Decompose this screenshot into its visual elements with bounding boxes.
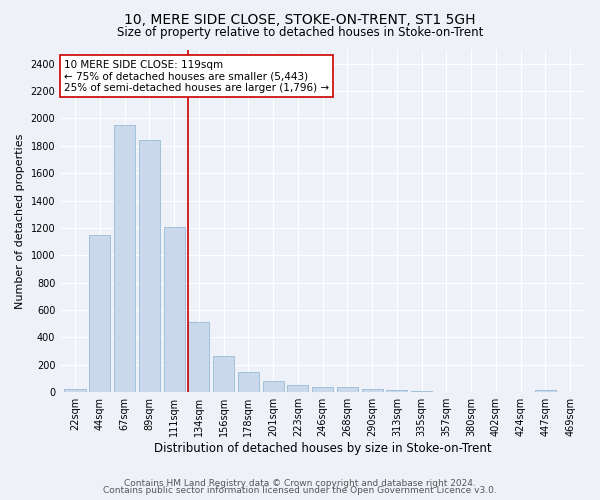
Y-axis label: Number of detached properties: Number of detached properties [15, 134, 25, 309]
Text: Size of property relative to detached houses in Stoke-on-Trent: Size of property relative to detached ho… [117, 26, 483, 39]
Bar [337, 388, 358, 392]
Bar [386, 390, 407, 392]
X-axis label: Distribution of detached houses by size in Stoke-on-Trent: Distribution of detached houses by size … [154, 442, 491, 455]
Bar [188, 322, 209, 392]
Bar [213, 356, 234, 392]
Bar [114, 126, 135, 392]
Bar [139, 140, 160, 392]
Bar [362, 390, 383, 392]
Text: Contains HM Land Registry data © Crown copyright and database right 2024.: Contains HM Land Registry data © Crown c… [124, 478, 476, 488]
Bar [411, 391, 432, 392]
Bar [64, 389, 86, 392]
Bar [535, 390, 556, 392]
Text: 10 MERE SIDE CLOSE: 119sqm
← 75% of detached houses are smaller (5,443)
25% of s: 10 MERE SIDE CLOSE: 119sqm ← 75% of deta… [64, 60, 329, 93]
Bar [263, 382, 284, 392]
Bar [89, 235, 110, 392]
Bar [312, 386, 333, 392]
Text: 10, MERE SIDE CLOSE, STOKE-ON-TRENT, ST1 5GH: 10, MERE SIDE CLOSE, STOKE-ON-TRENT, ST1… [124, 12, 476, 26]
Text: Contains public sector information licensed under the Open Government Licence v3: Contains public sector information licen… [103, 486, 497, 495]
Bar [164, 226, 185, 392]
Bar [238, 372, 259, 392]
Bar [287, 386, 308, 392]
